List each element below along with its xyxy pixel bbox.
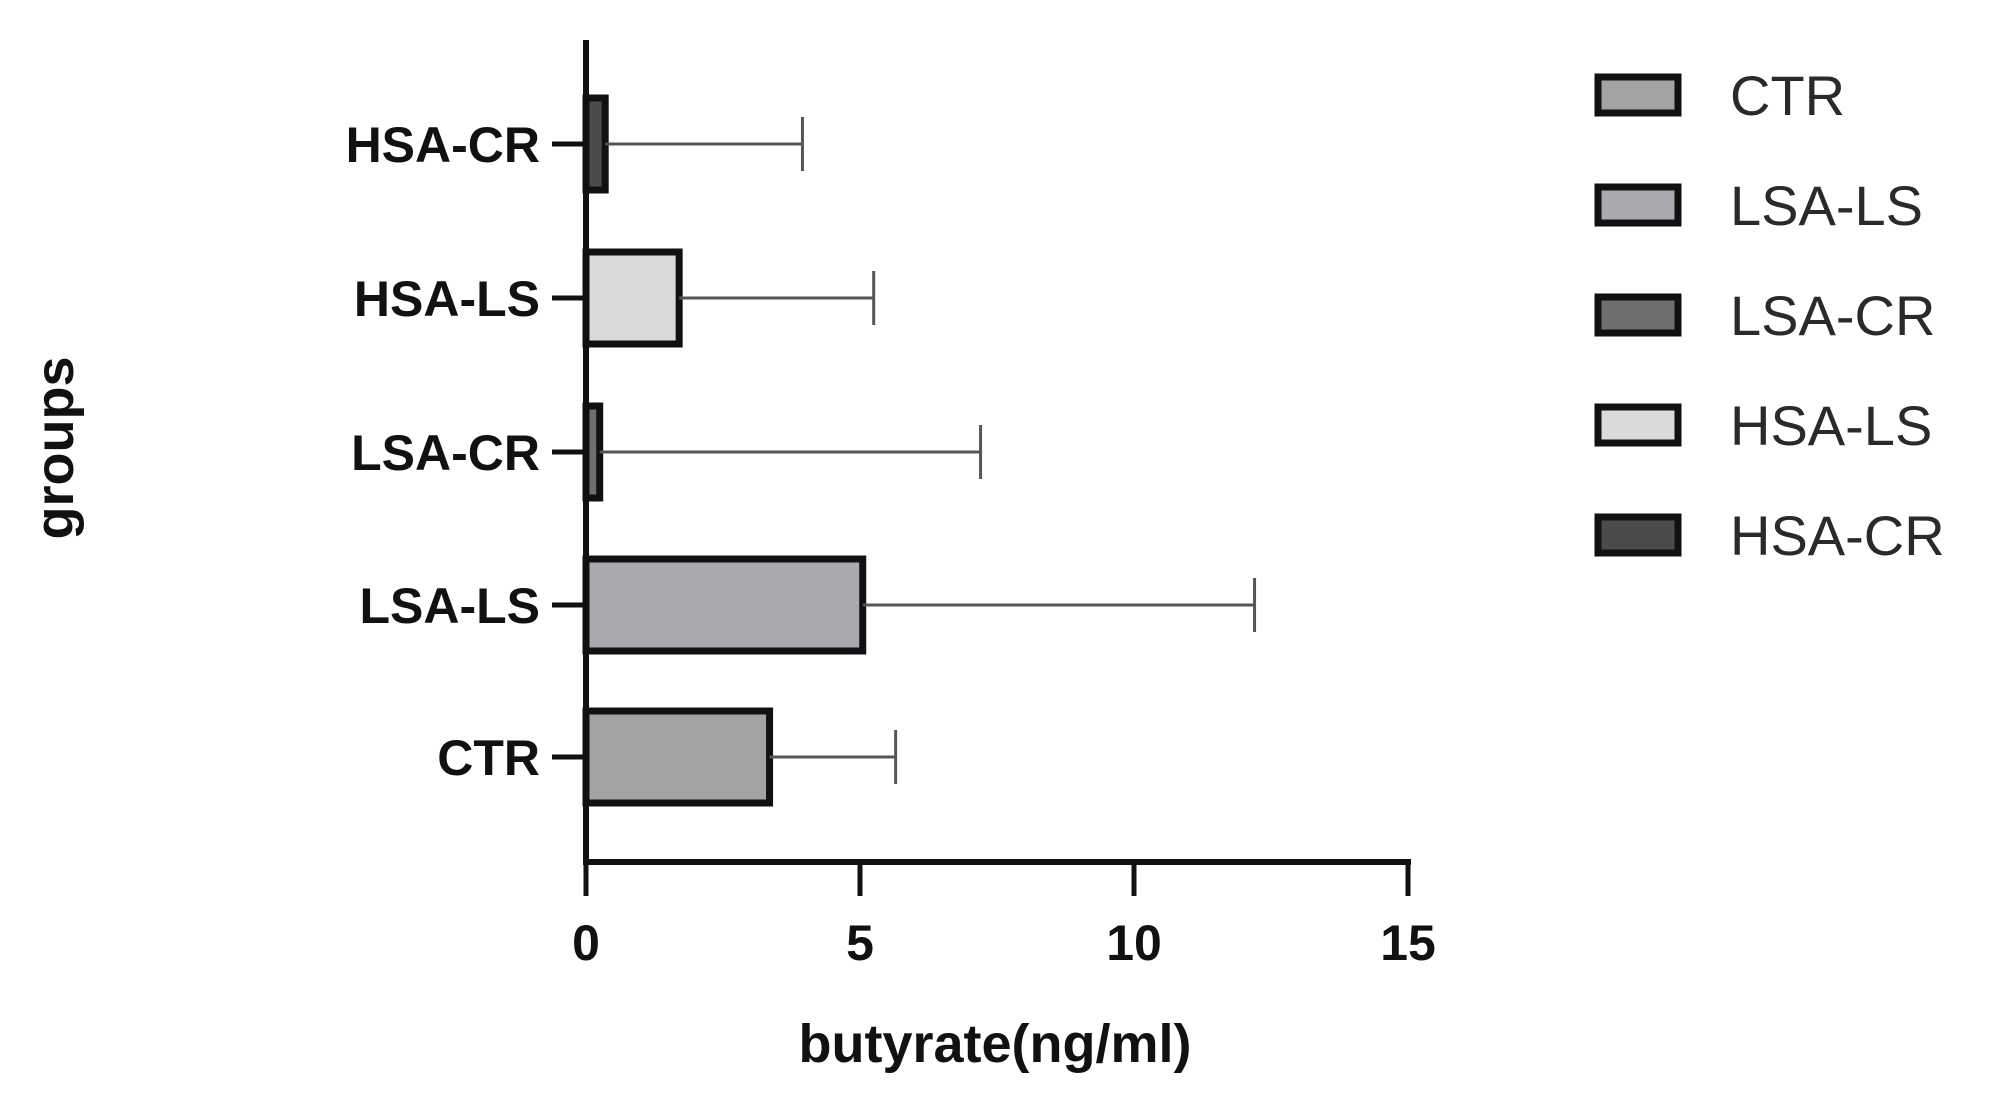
- legend-swatch-lsa-ls: [1594, 183, 1682, 227]
- legend-label-ctr: CTR: [1730, 64, 1845, 127]
- y-tick-label-hsa-ls: HSA-LS: [354, 271, 540, 327]
- legend-label-lsa-ls: LSA-LS: [1730, 174, 1923, 237]
- y-tick-label-lsa-ls: LSA-LS: [359, 578, 540, 634]
- legend-swatch-hsa-cr: [1594, 513, 1682, 557]
- x-tick-label-10: 10: [1106, 915, 1162, 971]
- bars-layer: [582, 94, 1257, 807]
- x-axis-title: butyrate(ng/ml): [798, 1014, 1191, 1074]
- axes-layer: CTR LSA-LS LSA-CR HSA-LS HSA-CR 0 5 10 15: [346, 40, 1436, 971]
- legend-label-hsa-cr: HSA-CR: [1730, 504, 1945, 567]
- legend-label-lsa-cr: LSA-CR: [1730, 284, 1935, 347]
- y-tick-label-hsa-cr: HSA-CR: [346, 117, 540, 173]
- legend-swatch-lsa-cr: [1594, 293, 1682, 337]
- x-tick-label-5: 5: [846, 915, 874, 971]
- x-tick-label-0: 0: [572, 915, 600, 971]
- y-tick-label-ctr: CTR: [437, 730, 540, 786]
- y-tick-label-lsa-cr: LSA-CR: [351, 425, 540, 481]
- x-tick-label-15: 15: [1380, 915, 1436, 971]
- legend-swatch-ctr: [1594, 73, 1682, 117]
- y-axis-title: groups: [25, 357, 85, 540]
- legend-label-hsa-ls: HSA-LS: [1730, 394, 1932, 457]
- bar-lsa-ls: [582, 555, 867, 655]
- legend: CTR LSA-LS LSA-CR HSA-LS HSA-CR: [1594, 64, 1945, 567]
- bar-hsa-ls: [582, 248, 683, 348]
- bar-ctr: [582, 707, 774, 807]
- legend-swatch-hsa-ls: [1594, 403, 1682, 447]
